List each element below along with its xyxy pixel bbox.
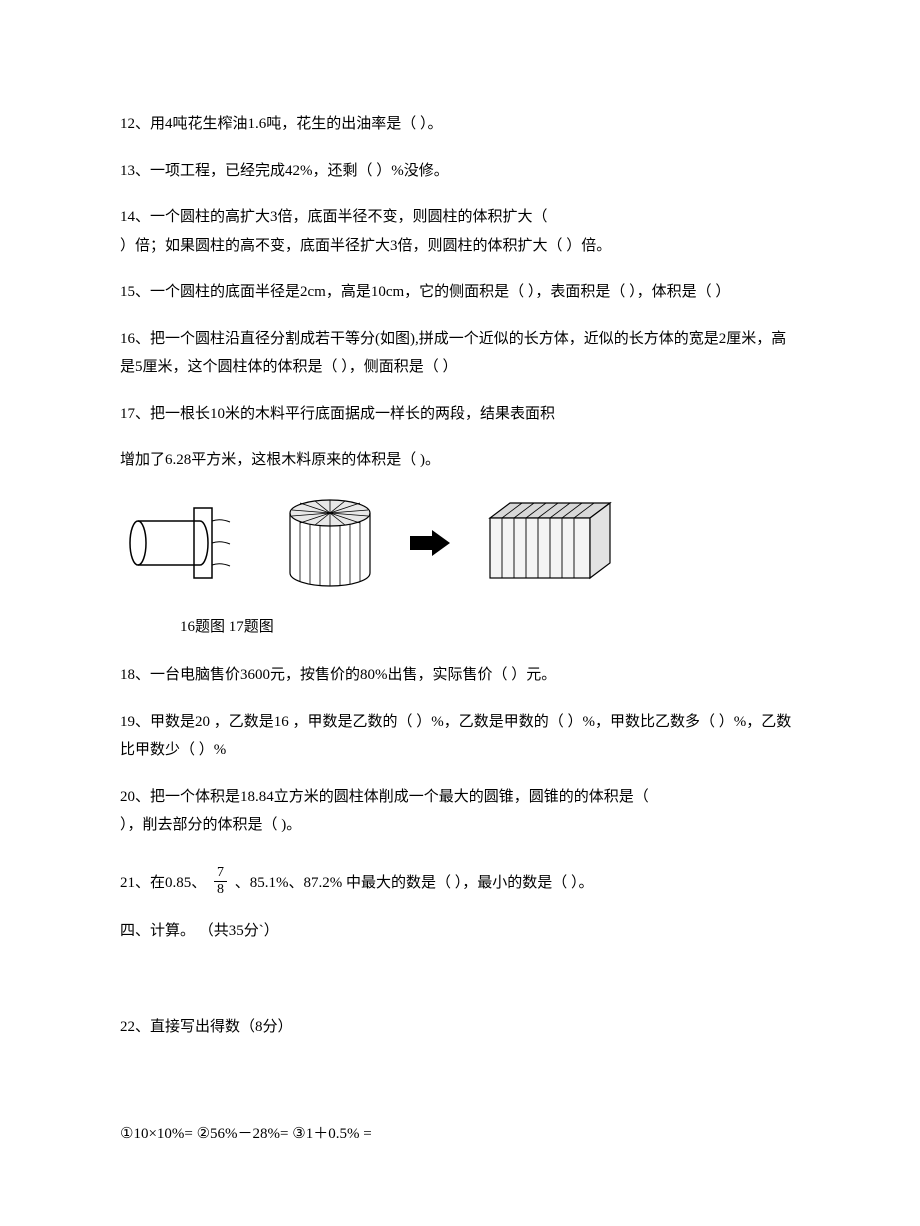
question-12-text: 12、用4吨花生榨油1.6吨，花生的出油率是（ ）。 <box>120 116 443 132</box>
question-20-line2: ），削去部分的体积是（ )。 <box>120 817 301 833</box>
question-21-part1: 21、在0.85、 <box>120 874 206 890</box>
question-16: 16、把一个圆柱沿直径分割成若干等分(如图),拼成一个近似的长方体，近似的长方体… <box>120 325 800 382</box>
question-22: 22、直接写出得数（8分） <box>120 1013 800 1042</box>
section-4-text: 四、计算。 （共35分`） <box>120 923 279 939</box>
question-17-cont: 增加了6.28平方米，这根木料原来的体积是（ )。 <box>120 446 800 475</box>
question-13: 13、一项工程，已经完成42%，还剩（ ）%没修。 <box>120 157 800 186</box>
question-17-line1: 17、把一根长10米的木料平行底面据成一样长的两段，结果表面积 <box>120 406 555 422</box>
figure-q16-cylinder-sliced <box>280 493 380 593</box>
question-14-line1: 14、一个圆柱的高扩大3倍，底面半径不变，则圆柱的体积扩大（ <box>120 209 548 225</box>
section-4-heading: 四、计算。 （共35分`） <box>120 917 800 946</box>
question-20-line1: 20、把一个体积是18.84立方米的圆柱体削成一个最大的圆锥，圆锥的的体积是（ <box>120 789 649 805</box>
question-12: 12、用4吨花生榨油1.6吨，花生的出油率是（ ）。 <box>120 110 800 139</box>
spacer <box>120 1060 800 1120</box>
question-19: 19、甲数是20 ，乙数是16 ，甲数是乙数的（ ）%，乙数是甲数的（ ）%，甲… <box>120 708 800 765</box>
question-20: 20、把一个体积是18.84立方米的圆柱体削成一个最大的圆锥，圆锥的的体积是（ … <box>120 783 800 840</box>
question-16-text: 16、把一个圆柱沿直径分割成若干等分(如图),拼成一个近似的长方体，近似的长方体… <box>120 331 786 376</box>
question-17-line2: 增加了6.28平方米，这根木料原来的体积是（ )。 <box>120 452 440 468</box>
question-15: 15、一个圆柱的底面半径是2cm，高是10cm，它的侧面积是（ ），表面积是（ … <box>120 278 800 307</box>
question-22-items-text: ①10×10%= ②56%－28%= ③1＋0.5% = <box>120 1126 372 1142</box>
question-21: 21、在0.85、 7 8 、85.1%、87.2% 中最大的数是（ ），最小的… <box>120 868 800 899</box>
question-18: 18、一台电脑售价3600元，按售价的80%出售，实际售价（ ）元。 <box>120 661 800 690</box>
figure-q17-cylinder-plane <box>120 498 250 588</box>
fraction-numerator: 7 <box>214 866 227 882</box>
fraction-7-8: 7 8 <box>214 866 227 897</box>
figure-caption-text: 16题图 17题图 <box>180 619 274 635</box>
figures-row <box>120 493 800 593</box>
question-15-text: 15、一个圆柱的底面半径是2cm，高是10cm，它的侧面积是（ ），表面积是（ … <box>120 284 730 300</box>
figure-caption: 16题图 17题图 <box>180 613 800 642</box>
figure-q16-cuboid <box>480 493 620 593</box>
fraction-denominator: 8 <box>214 882 227 897</box>
question-22-items: ①10×10%= ②56%－28%= ③1＋0.5% = <box>120 1120 800 1149</box>
question-21-part2: 、85.1%、87.2% 中最大的数是（ ），最小的数是（ ）。 <box>235 874 594 890</box>
spacer <box>120 963 800 1013</box>
question-14: 14、一个圆柱的高扩大3倍，底面半径不变，则圆柱的体积扩大（ ）倍；如果圆柱的高… <box>120 203 800 260</box>
question-22-text: 22、直接写出得数（8分） <box>120 1019 293 1035</box>
question-13-text: 13、一项工程，已经完成42%，还剩（ ）%没修。 <box>120 163 449 179</box>
question-14-line2: ）倍；如果圆柱的高不变，底面半径扩大3倍，则圆柱的体积扩大（ ）倍。 <box>120 238 611 254</box>
arrow-icon <box>410 528 450 558</box>
question-19-text: 19、甲数是20 ，乙数是16 ，甲数是乙数的（ ）%，乙数是甲数的（ ）%，甲… <box>120 714 791 759</box>
question-18-text: 18、一台电脑售价3600元，按售价的80%出售，实际售价（ ）元。 <box>120 667 556 683</box>
question-17: 17、把一根长10米的木料平行底面据成一样长的两段，结果表面积 <box>120 400 800 429</box>
